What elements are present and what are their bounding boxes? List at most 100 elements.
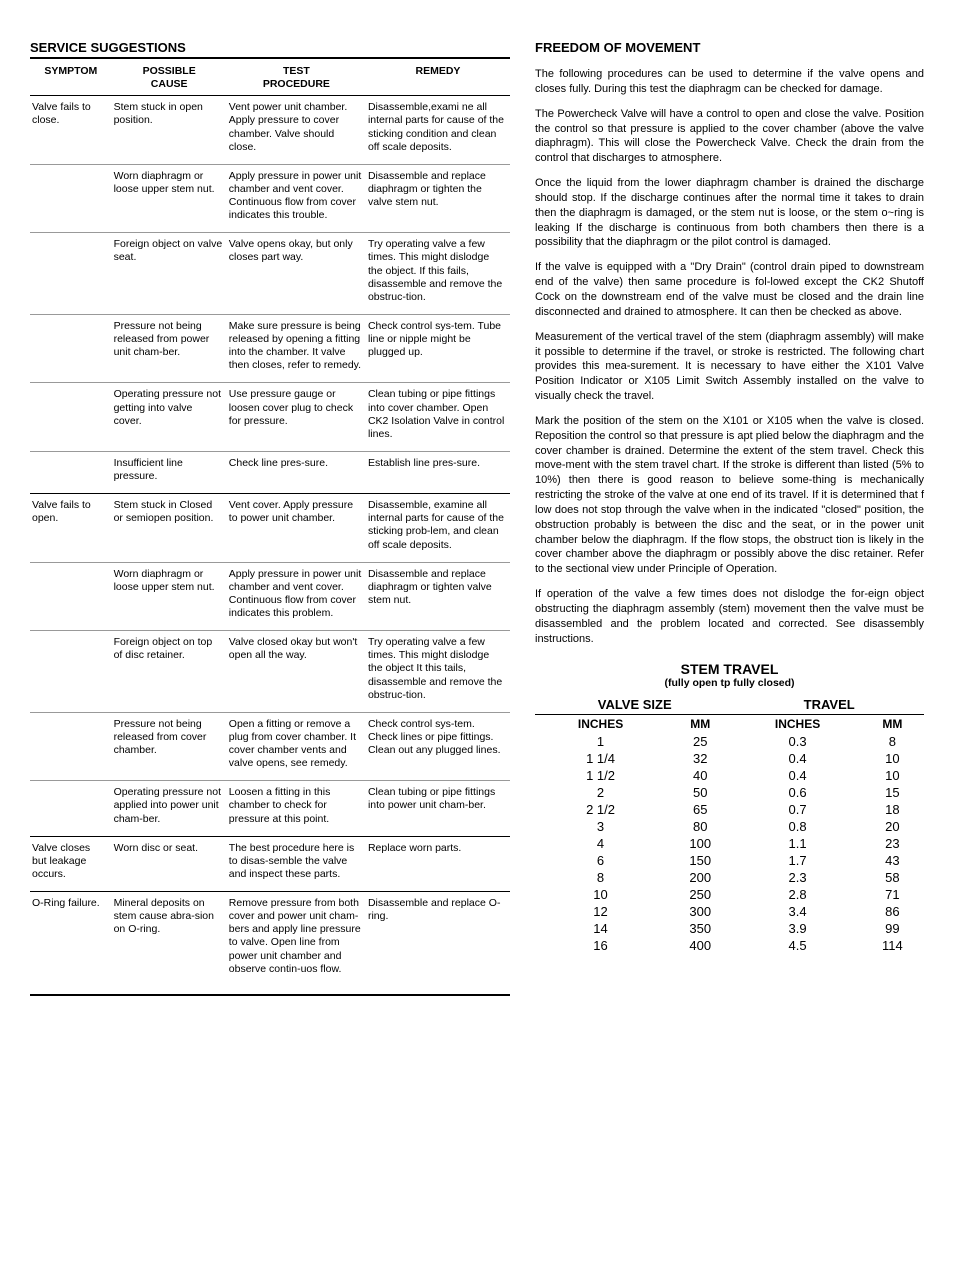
table-cell: 0.4 — [734, 750, 860, 767]
table-cell: Valve closed okay but won't open all the… — [227, 631, 366, 713]
table-row: 143503.999 — [535, 920, 924, 937]
table-cell: 0.7 — [734, 801, 860, 818]
table-cell: Mineral deposits on stem cause abra-sion… — [112, 892, 227, 986]
table-cell: 4 — [535, 835, 666, 852]
service-title: SERVICE SUGGESTIONS — [30, 40, 510, 59]
table-cell: Valve opens okay, but only closes part w… — [227, 233, 366, 315]
th-valve-size: VALVE SIZE — [535, 695, 734, 715]
left-column: SERVICE SUGGESTIONS SYMPTOM POSSIBLE CAU… — [30, 40, 510, 996]
freedom-paragraphs: The following procedures can be used to … — [535, 67, 924, 647]
stem-table-body: 1250.381 1/4320.4101 1/2400.4102500.6152… — [535, 733, 924, 954]
table-row: 164004.5114 — [535, 937, 924, 954]
paragraph: Measurement of the vertical travel of th… — [535, 330, 924, 404]
service-table-head: SYMPTOM POSSIBLE CAUSE TEST PROCEDURE RE… — [30, 61, 510, 96]
table-cell: 4.5 — [734, 937, 860, 954]
paragraph: Mark the position of the stem on the X10… — [535, 414, 924, 577]
table-row: 123003.486 — [535, 903, 924, 920]
table-cell: Disassemble and replace O-ring. — [366, 892, 510, 986]
table-cell: Check line pres-sure. — [227, 451, 366, 493]
table-row: Foreign object on top of disc retainer.V… — [30, 631, 510, 713]
table-cell: 2 — [535, 784, 666, 801]
freedom-title: FREEDOM OF MOVEMENT — [535, 40, 924, 55]
table-row: Valve closes but leakage occurs.Worn dis… — [30, 836, 510, 891]
table-cell: 114 — [861, 937, 924, 954]
table-cell — [30, 631, 112, 713]
stem-subtitle: (fully open tp fully closed) — [535, 677, 924, 689]
table-cell — [30, 164, 112, 233]
table-cell: 6 — [535, 852, 666, 869]
table-cell: Try operating valve a few times. This mi… — [366, 233, 510, 315]
paragraph: If operation of the valve a few times do… — [535, 587, 924, 646]
table-row: Operating pressure not applied into powe… — [30, 781, 510, 836]
table-cell — [30, 712, 112, 781]
table-cell: 71 — [861, 886, 924, 903]
table-cell: Loosen a fitting in this chamber to chec… — [227, 781, 366, 836]
stem-table: VALVE SIZE TRAVEL INCHES MM INCHES MM 12… — [535, 695, 924, 954]
table-cell: 0.6 — [734, 784, 860, 801]
table-cell: Operating pressure not getting into valv… — [112, 383, 227, 452]
th-cause: POSSIBLE CAUSE — [112, 61, 227, 96]
table-cell: 50 — [666, 784, 734, 801]
table-cell: Open a fitting or remove a plug from cov… — [227, 712, 366, 781]
table-cell: Foreign object on valve seat. — [112, 233, 227, 315]
table-cell — [30, 383, 112, 452]
table-cell: 86 — [861, 903, 924, 920]
table-cell: Clean tubing or pipe fittings into cover… — [366, 383, 510, 452]
table-row: Valve fails to open.Stem stuck in Closed… — [30, 494, 510, 563]
table-cell: 8 — [861, 733, 924, 750]
table-cell: 150 — [666, 852, 734, 869]
th-remedy: REMEDY — [366, 61, 510, 96]
table-row: Pressure not being released from cover c… — [30, 712, 510, 781]
table-cell — [30, 781, 112, 836]
table-cell: 0.3 — [734, 733, 860, 750]
table-cell: 1.7 — [734, 852, 860, 869]
table-cell: 2.8 — [734, 886, 860, 903]
table-cell: 1 — [535, 733, 666, 750]
table-cell: 400 — [666, 937, 734, 954]
paragraph: Once the liquid from the lower diaphragm… — [535, 176, 924, 250]
table-cell: 43 — [861, 852, 924, 869]
paragraph: If the valve is equipped with a "Dry Dra… — [535, 260, 924, 319]
table-cell: Apply pressure in power unit chamber and… — [227, 562, 366, 631]
th-symptom: SYMPTOM — [30, 61, 112, 96]
table-cell: 58 — [861, 869, 924, 886]
table-cell: Clean tubing or pipe fittings into power… — [366, 781, 510, 836]
page-container: SERVICE SUGGESTIONS SYMPTOM POSSIBLE CAU… — [30, 40, 924, 996]
th-vs-mm: MM — [666, 714, 734, 733]
table-cell: 3.4 — [734, 903, 860, 920]
table-cell: Apply pressure in power unit chamber and… — [227, 164, 366, 233]
table-cell: Disassemble and replace diaphragm or tig… — [366, 562, 510, 631]
table-cell: Valve closes but leakage occurs. — [30, 836, 112, 891]
table-cell: 3 — [535, 818, 666, 835]
table-row: 2 1/2650.718 — [535, 801, 924, 818]
table-row: 61501.743 — [535, 852, 924, 869]
th-test: TEST PROCEDURE — [227, 61, 366, 96]
table-cell: Check control sys-tem. Check lines or pi… — [366, 712, 510, 781]
table-cell — [30, 562, 112, 631]
table-cell: O-Ring failure. — [30, 892, 112, 986]
table-cell: 0.8 — [734, 818, 860, 835]
table-cell: Remove pressure from both cover and powe… — [227, 892, 366, 986]
table-cell — [30, 451, 112, 493]
th-vs-inches: INCHES — [535, 714, 666, 733]
table-cell: Make sure pressure is being released by … — [227, 314, 366, 383]
table-cell: Valve fails to close. — [30, 96, 112, 165]
table-cell: Stem stuck in open position. — [112, 96, 227, 165]
table-row: O-Ring failure.Mineral deposits on stem … — [30, 892, 510, 986]
table-cell: 3.9 — [734, 920, 860, 937]
table-cell: 1 1/2 — [535, 767, 666, 784]
table-cell: Try operating valve a few times. This mi… — [366, 631, 510, 713]
table-cell: 25 — [666, 733, 734, 750]
table-cell: The best procedure here is to disas-semb… — [227, 836, 366, 891]
table-cell: 300 — [666, 903, 734, 920]
table-cell: Worn disc or seat. — [112, 836, 227, 891]
stem-title: STEM TRAVEL — [535, 661, 924, 677]
service-table: SYMPTOM POSSIBLE CAUSE TEST PROCEDURE RE… — [30, 61, 510, 986]
paragraph: The following procedures can be used to … — [535, 67, 924, 97]
table-row: Worn diaphragm or loose upper stem nut.A… — [30, 164, 510, 233]
table-cell: Disassemble, examine all internal parts … — [366, 494, 510, 563]
th-tr-mm: MM — [861, 714, 924, 733]
table-row: 1250.38 — [535, 733, 924, 750]
table-cell: Disassemble,exami ne all internal parts … — [366, 96, 510, 165]
table-cell: 32 — [666, 750, 734, 767]
